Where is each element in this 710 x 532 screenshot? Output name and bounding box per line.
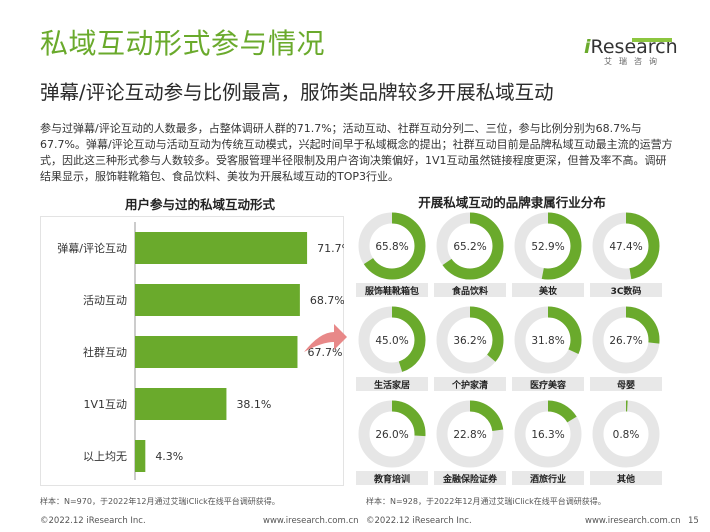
bar-value-label: 71.7% xyxy=(317,242,344,255)
logo-accent-bar xyxy=(632,38,672,42)
donut-value-label: 26.0% xyxy=(375,429,408,441)
donut-slice xyxy=(436,306,504,374)
donut-value-label: 65.2% xyxy=(453,241,486,253)
page-subtitle: 弹幕/评论互动参与比例最高，服饰类品牌较多开展私域互动 xyxy=(40,81,554,104)
bar-category-label: 1V1互动 xyxy=(83,398,127,411)
donut-value-label: 16.3% xyxy=(531,429,564,441)
donut-category-bg xyxy=(356,377,428,391)
donut-category-label: 酒旅行业 xyxy=(530,473,566,485)
donut-category-label: 医疗美容 xyxy=(530,379,566,391)
bar xyxy=(135,284,300,316)
donut-category-label: 服饰鞋靴箱包 xyxy=(365,285,419,297)
donut-grid: 65.8% 服饰鞋靴箱包 65.2% 食品饮料 52.9% 美妆 47.4% 3C数码 45.0… xyxy=(356,212,662,485)
donut-slice xyxy=(592,400,660,468)
bar-value-label: 4.3% xyxy=(155,450,183,463)
donut-slice xyxy=(436,212,504,280)
bar-value-label: 68.7% xyxy=(310,294,344,307)
donut-category-bg xyxy=(434,283,506,297)
donut-category-bg xyxy=(356,471,428,485)
donut-value-label: 36.2% xyxy=(453,335,486,347)
donut-category-bg xyxy=(434,377,506,391)
donut-slice xyxy=(358,306,426,374)
bar-category-label: 以上均无 xyxy=(83,450,127,463)
donut-slice xyxy=(592,306,660,374)
bar-chart-panel xyxy=(40,216,344,486)
bar-category-label: 社群互动 xyxy=(83,345,127,359)
donut-category-bg xyxy=(590,471,662,485)
donut-category-bg xyxy=(590,377,662,391)
donut-category-label: 个护家清 xyxy=(451,379,488,391)
donut-slice xyxy=(358,400,426,468)
donut-slice xyxy=(436,400,504,468)
bar-chart-title: 用户参与过的私域互动形式 xyxy=(124,197,275,212)
footer-url-left: www.iresearch.com.cn xyxy=(263,516,359,526)
footer-url-right: www.iresearch.com.cn xyxy=(585,516,681,526)
donut-category-bg xyxy=(512,283,584,297)
donut-value-label: 45.0% xyxy=(375,335,408,347)
bar-value-label: 38.1% xyxy=(236,398,271,411)
bar-value-label: 67.7% xyxy=(307,346,342,359)
sample-note-right: 样本：N=928，于2022年12月通过艾瑞iClick在线平台调研获得。 xyxy=(366,497,606,506)
bar xyxy=(135,440,146,472)
donut-category-bg xyxy=(356,283,428,297)
donut-category-label: 3C数码 xyxy=(611,285,642,297)
arrow-icon xyxy=(304,324,347,352)
donut-category-label: 其他 xyxy=(617,473,635,485)
sample-note-left: 样本：N=970，于2022年12月通过艾瑞iClick在线平台调研获得。 xyxy=(40,497,280,506)
bar-category-label: 活动互动 xyxy=(83,294,127,307)
donut-category-label: 美妆 xyxy=(539,285,557,297)
donut-value-label: 0.8% xyxy=(613,429,640,441)
bar-category-label: 弹幕/评论互动 xyxy=(57,241,127,255)
description-paragraph: 参与过弹幕/评论互动的人数最多，占整体调研人群的71.7%；活动互动、社群互动分… xyxy=(40,122,673,183)
page-number: 15 xyxy=(688,516,699,526)
page-title: 私域互动形式参与情况 xyxy=(40,27,326,60)
donut-value-label: 22.8% xyxy=(453,429,486,441)
footer-copyright-right: ©2022.12 iResearch Inc. xyxy=(366,516,472,526)
donut-category-label: 生活家居 xyxy=(374,379,410,391)
donut-category-label: 食品饮料 xyxy=(451,285,488,297)
bar xyxy=(135,336,298,368)
donut-grid-title: 开展私域互动的品牌隶属行业分布 xyxy=(418,195,606,210)
donut-category-label: 教育培训 xyxy=(373,473,410,485)
donut-value-label: 26.7% xyxy=(609,335,642,347)
donut-slice xyxy=(592,212,660,280)
donut-slice xyxy=(358,212,426,280)
footer-copyright-left: ©2022.12 iResearch Inc. xyxy=(40,516,146,526)
donut-category-bg xyxy=(512,377,584,391)
donut-value-label: 47.4% xyxy=(609,241,642,253)
donut-slice xyxy=(514,212,582,280)
bar xyxy=(135,232,308,264)
donut-value-label: 65.8% xyxy=(375,241,408,253)
donut-category-bg xyxy=(590,283,662,297)
donut-category-label: 母婴 xyxy=(617,379,635,391)
donut-slice xyxy=(514,400,582,468)
bar xyxy=(135,388,227,420)
donut-category-label: 金融保险证券 xyxy=(442,473,498,485)
donut-value-label: 31.8% xyxy=(531,335,564,347)
donut-value-label: 52.9% xyxy=(531,241,564,253)
bar-chart: 弹幕/评论互动 71.7% 活动互动 68.7% 社群互动 67.7% 1V1互动 38.1%… xyxy=(57,222,344,480)
donut-slice xyxy=(514,306,582,374)
donut-category-bg xyxy=(512,471,584,485)
donut-category-bg xyxy=(434,471,506,485)
